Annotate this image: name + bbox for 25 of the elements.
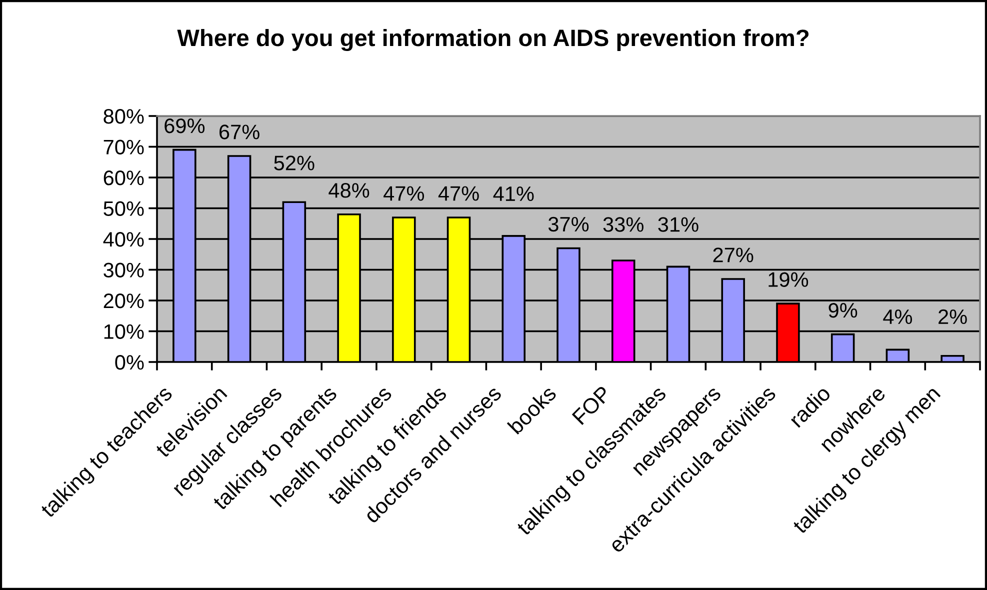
data-label: 37% [548, 216, 589, 232]
y-tick-label: 70% [104, 140, 144, 155]
data-label: 33% [603, 217, 644, 232]
data-label: 19% [768, 272, 808, 287]
data-label: 52% [274, 156, 314, 170]
data-label: 9% [828, 302, 858, 318]
data-label: 47% [384, 186, 424, 201]
data-label: 4% [883, 309, 912, 324]
data-label: 41% [493, 186, 534, 202]
data-label: 27% [713, 248, 754, 262]
y-tick-label: 50% [104, 201, 144, 216]
chart-title: Where do you get information on AIDS prevention from? [177, 28, 808, 52]
y-tick-label: 30% [104, 262, 144, 278]
y-tick-label: 20% [104, 294, 144, 308]
data-label: 47% [438, 186, 479, 201]
y-tick-label: 40% [103, 232, 144, 247]
data-label: 31% [658, 217, 698, 232]
y-tick-label: 60% [104, 170, 144, 186]
data-label: 2% [938, 309, 967, 324]
data-label: 69% [164, 118, 205, 134]
data-label: 67% [220, 124, 260, 140]
y-tick-label: 10% [104, 324, 144, 340]
y-tick-label: 80% [104, 109, 144, 124]
data-label: 48% [328, 183, 370, 198]
y-tick-label: 0% [115, 355, 144, 370]
